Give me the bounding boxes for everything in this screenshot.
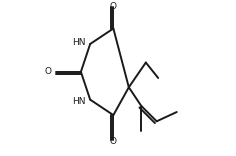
Text: O: O (110, 2, 117, 11)
Text: HN: HN (72, 38, 85, 47)
Text: O: O (110, 137, 117, 146)
Text: HN: HN (72, 97, 85, 106)
Text: O: O (45, 67, 51, 76)
